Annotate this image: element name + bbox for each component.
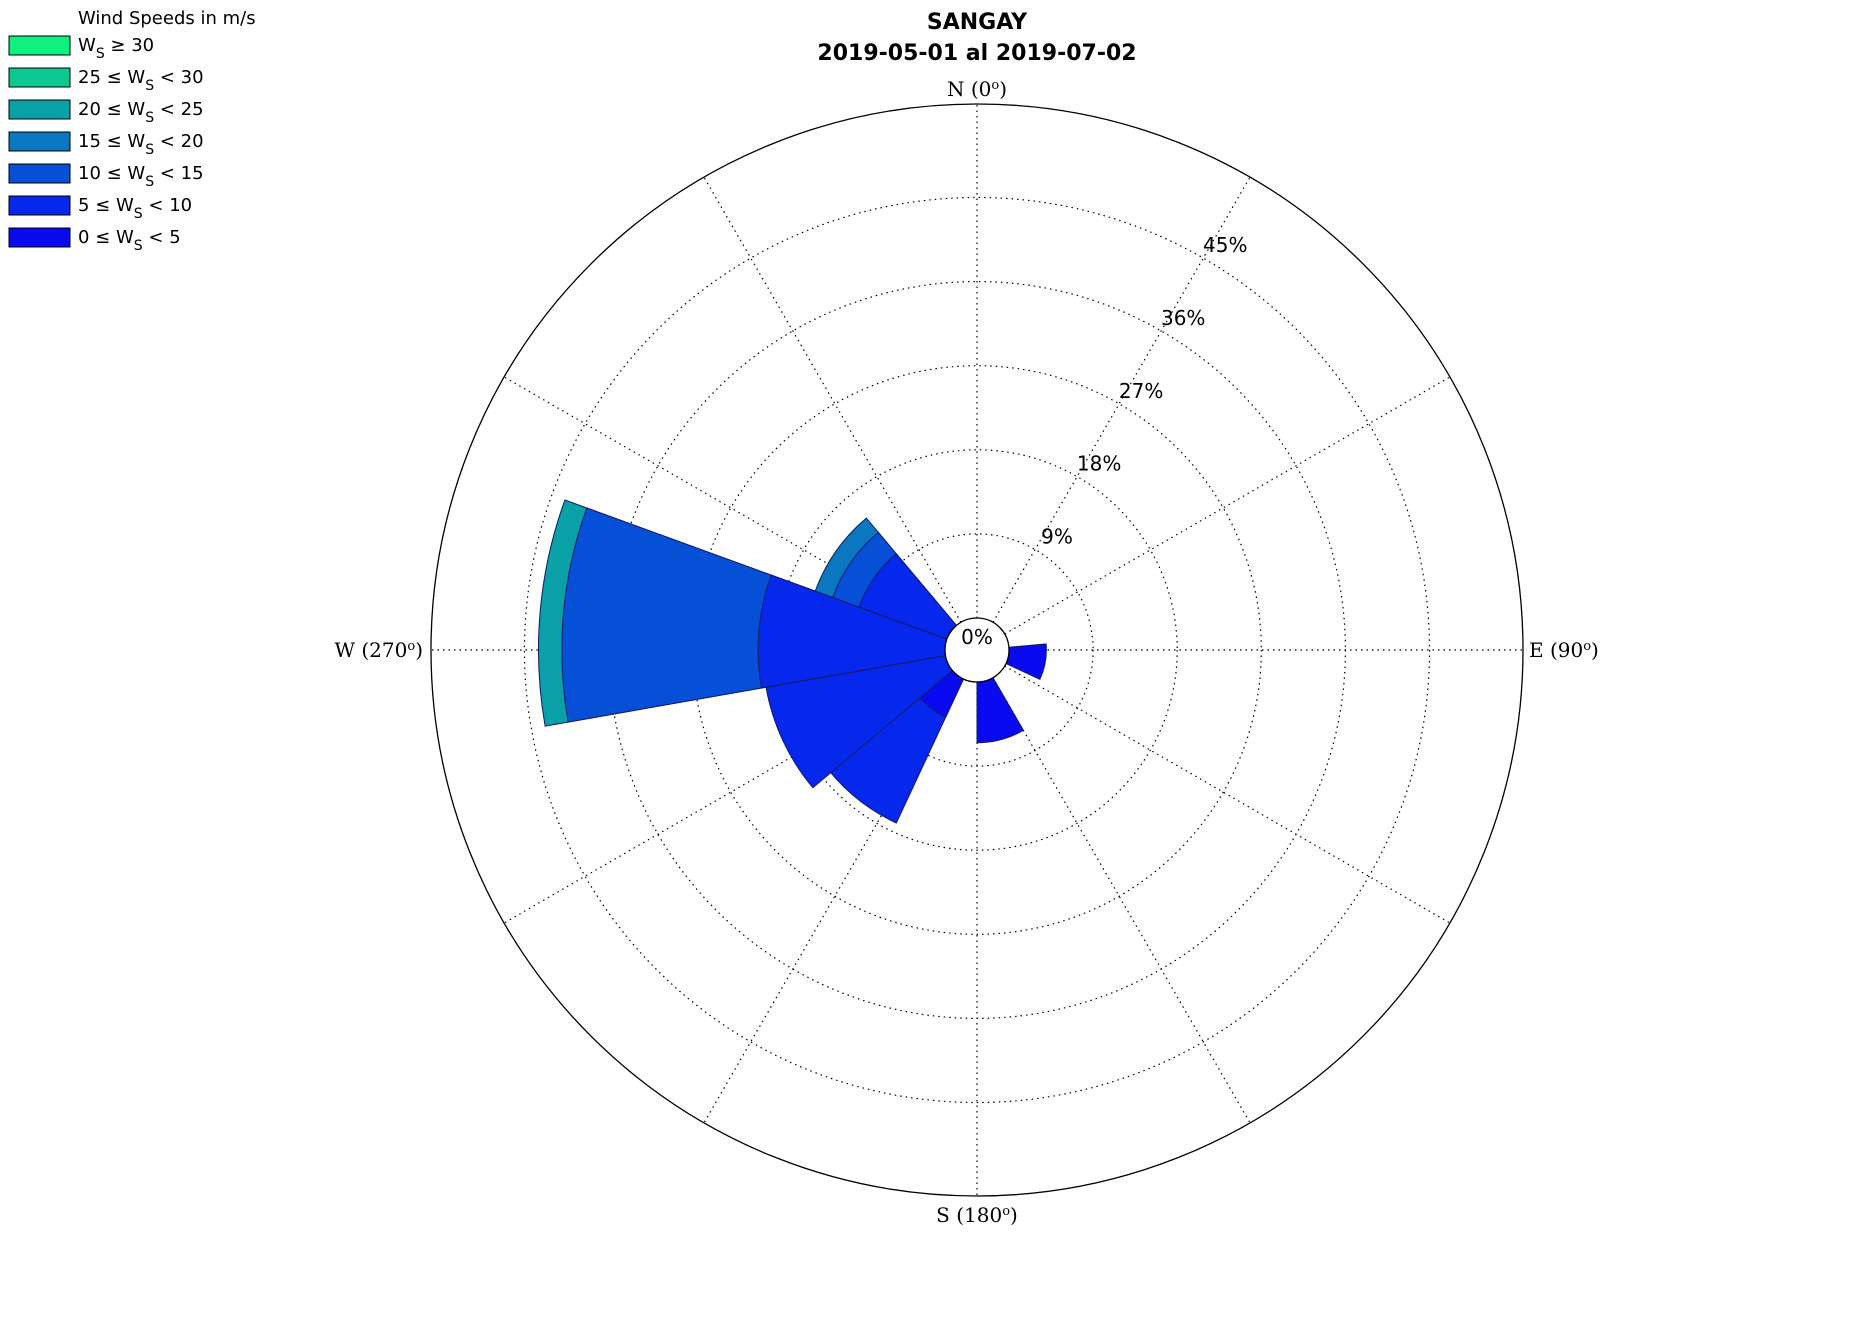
legend-title: Wind Speeds in m/s (78, 8, 256, 29)
radial-tick-label: 45% (1203, 233, 1247, 257)
outer-ring: 0% (430, 103, 1524, 1197)
legend-swatch (8, 131, 71, 152)
direction-label: W (270o) (334, 638, 423, 662)
radial-tick-labels: 9% 18% 27% 36% 45% (1041, 233, 1247, 548)
outer-circle (430, 103, 1524, 1197)
angular-gridline (992, 677, 1251, 1124)
wind-sectors (538, 499, 1047, 824)
radial-gridline (776, 449, 1178, 851)
chart-subtitle: 2019-05-01 al 2019-07-02 (817, 41, 1136, 66)
direction-label: S (180o) (936, 1203, 1018, 1227)
radial-tick-label: 36% (1161, 306, 1205, 330)
legend-label: 15 ≤ WS < 20 (78, 131, 204, 158)
wind-sector-bar (1005, 643, 1047, 680)
radial-tick-label: 9% (1041, 524, 1073, 548)
center-label: 0% (961, 625, 993, 649)
legend-label: WS ≥ 30 (78, 35, 154, 62)
radial-tick-label: 18% (1077, 452, 1121, 476)
legend-swatch (8, 99, 71, 120)
wind-sector-bar (976, 677, 1025, 744)
direction-label: N (0o) (947, 77, 1007, 101)
legend-swatch (8, 163, 71, 184)
radial-gridline (692, 365, 1262, 935)
angular-gridline (1004, 376, 1451, 635)
radial-gridline (523, 196, 1431, 1104)
legend-label: 20 ≤ WS < 25 (78, 99, 204, 126)
legend-swatch (8, 35, 71, 56)
angular-gridline (1004, 665, 1451, 924)
legend-swatch (8, 67, 71, 88)
legend-label: 0 ≤ WS < 5 (78, 227, 181, 254)
legend-label: 10 ≤ WS < 15 (78, 163, 204, 190)
chart-title: SANGAY (927, 10, 1028, 35)
legend: WS ≥ 30 25 ≤ WS < 30 20 ≤ WS < 25 15 ≤ WS <… (8, 35, 204, 254)
legend-swatch (8, 195, 71, 216)
direction-label: E (90o) (1529, 638, 1599, 662)
center-circle (944, 617, 1010, 683)
legend-swatch (8, 227, 71, 248)
legend-label: 5 ≤ WS < 10 (78, 195, 192, 222)
radial-tick-label: 27% (1119, 379, 1163, 403)
legend-label: 25 ≤ WS < 30 (78, 67, 204, 94)
